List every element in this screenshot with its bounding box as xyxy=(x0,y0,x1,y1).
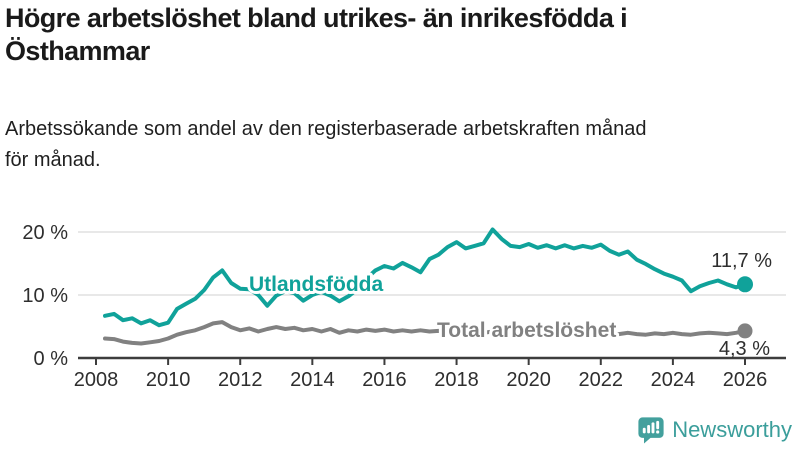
series-label-total-arbetsloshet: Total arbetslöshet xyxy=(437,319,616,342)
chart-subtitle: Arbetssökande som andel av den registerb… xyxy=(5,118,647,171)
series-end-dot-0 xyxy=(737,276,754,293)
x-tick-label: 2010 xyxy=(146,369,191,391)
x-tick-label: 2008 xyxy=(74,369,119,391)
end-value-utlandsfodda: 11,7 % xyxy=(711,250,772,272)
newsworthy-logo[interactable]: Newsworthy xyxy=(637,416,792,444)
y-tick-label: 20 % xyxy=(22,222,68,244)
gridlines xyxy=(78,231,786,296)
chart-title: Högre arbetslöshet bland utrikes- än inr… xyxy=(5,3,628,66)
x-tick-label: 2018 xyxy=(434,369,479,391)
y-tick-label: 10 % xyxy=(22,285,68,307)
x-tick-label: 2020 xyxy=(506,369,551,391)
series-line-0 xyxy=(103,227,747,328)
x-tick-label: 2012 xyxy=(218,369,263,391)
series-label-utlandsfodda: Utlandsfödda xyxy=(249,273,383,296)
series-lines xyxy=(103,227,754,346)
y-tick-label: 0 % xyxy=(34,348,69,370)
x-tick-label: 2026 xyxy=(723,369,768,391)
end-value-total-arbetsloshet: 4,3 % xyxy=(719,338,770,360)
x-axis xyxy=(78,356,786,365)
newsworthy-icon xyxy=(638,417,664,444)
x-tick-label: 2024 xyxy=(651,369,696,391)
series-end-dot-1 xyxy=(737,323,753,339)
x-tick-label: 2014 xyxy=(290,369,335,391)
newsworthy-wordmark: Newsworthy xyxy=(672,417,792,442)
series-line-1 xyxy=(103,320,747,346)
axis-tick-labels: 0 % 10 % 20 % 2008 2010 2012 2014 2016 2018 2020 2… xyxy=(22,222,767,391)
x-tick-label: 2022 xyxy=(579,369,624,391)
x-tick-label: 2016 xyxy=(362,369,407,391)
